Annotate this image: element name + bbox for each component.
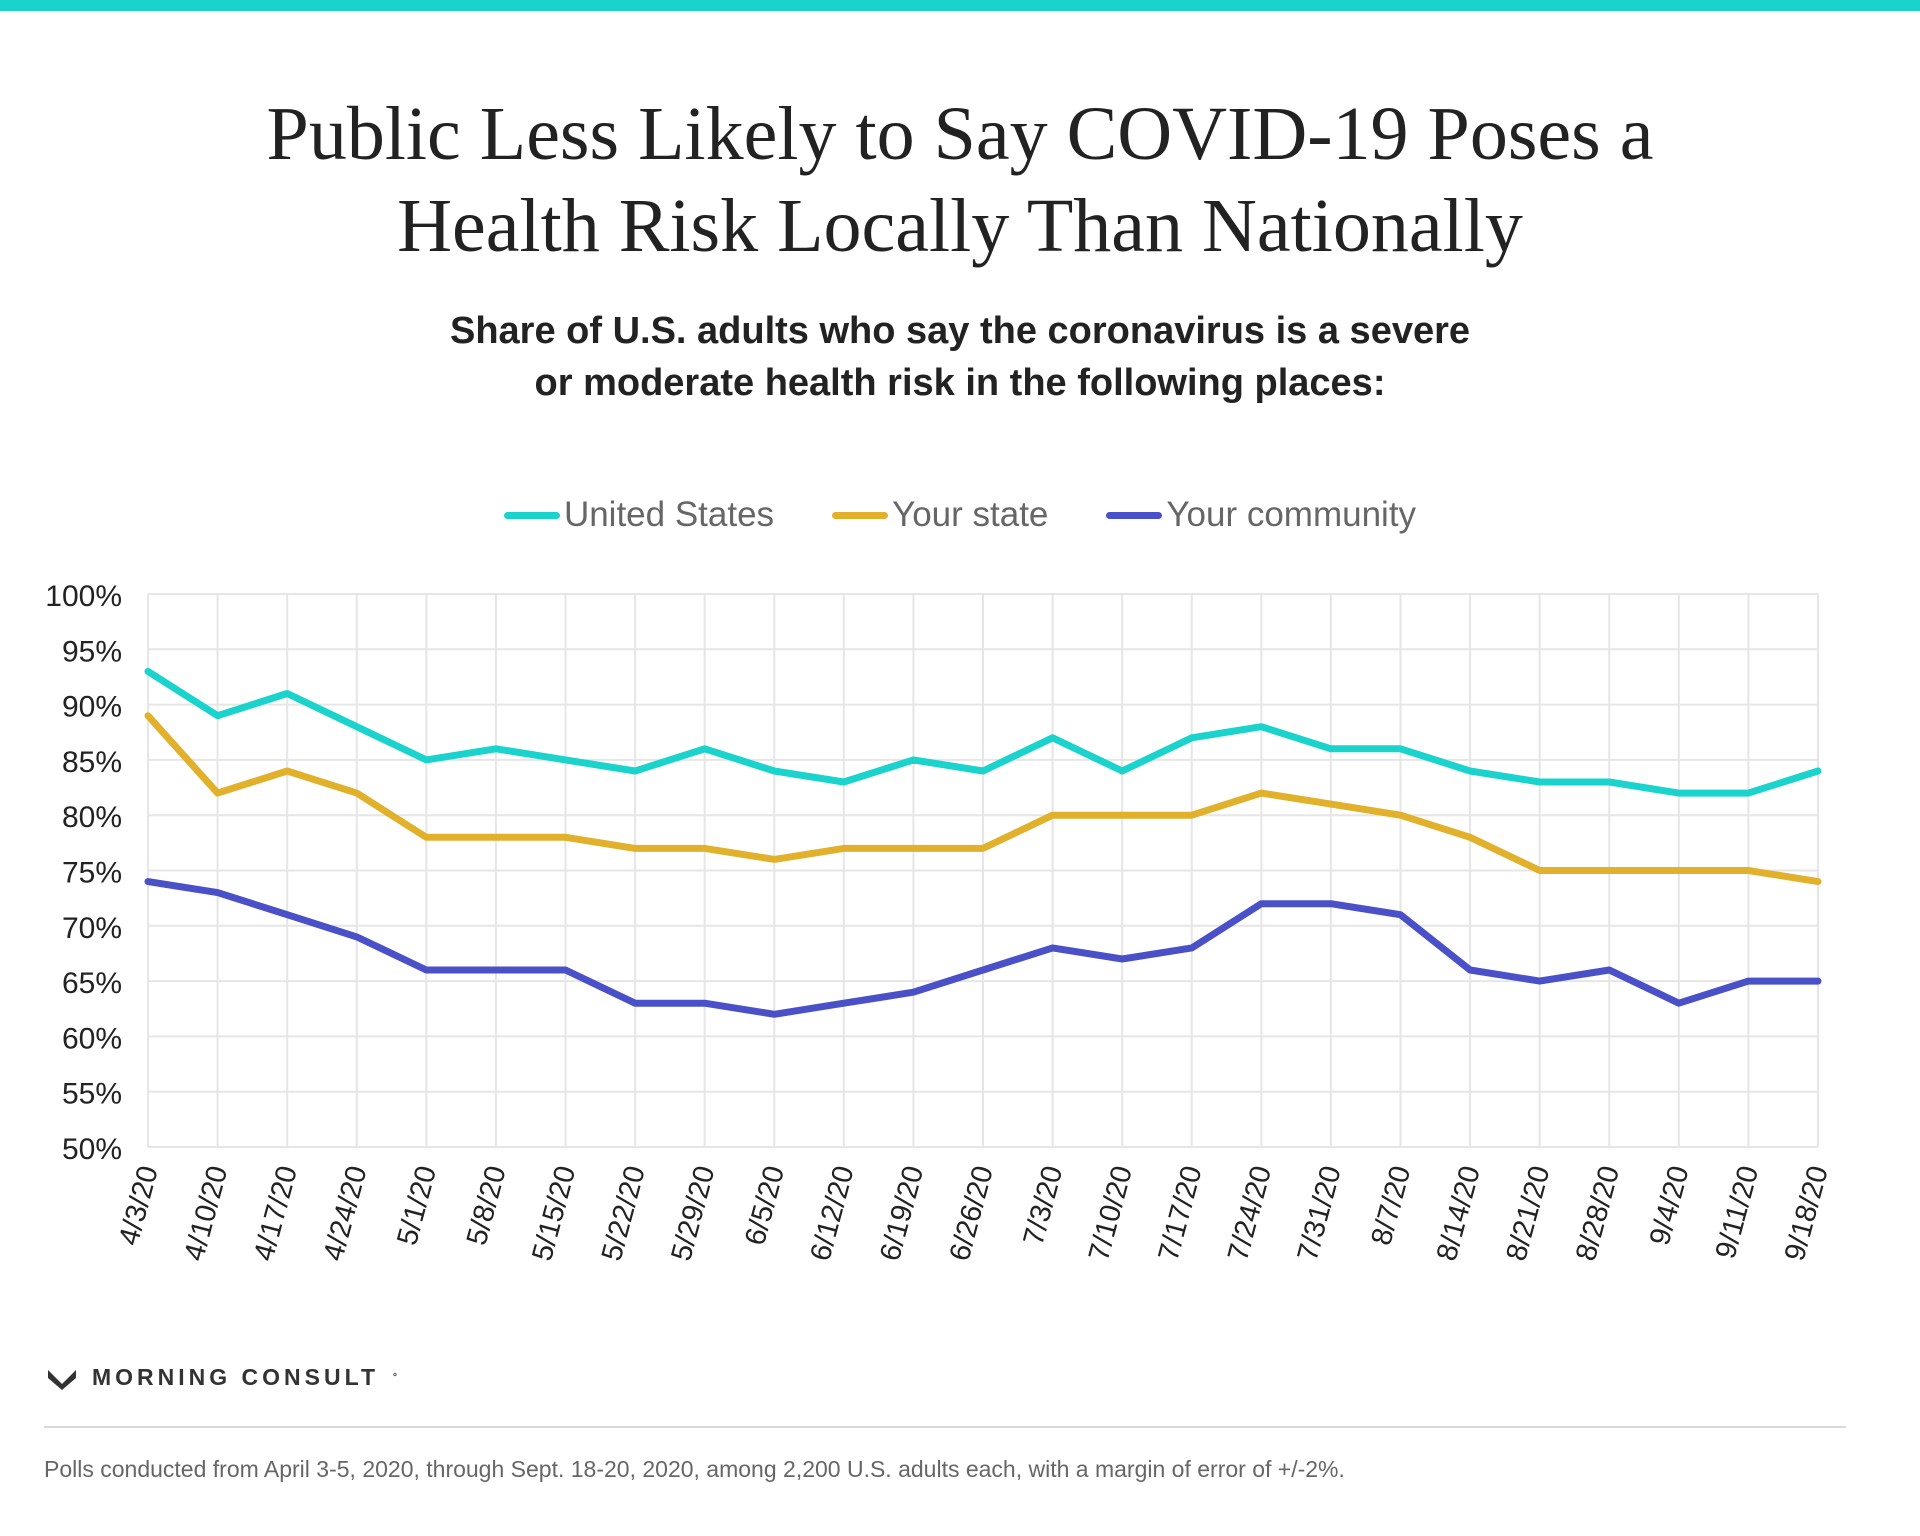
brand-logo: MORNING CONSULT °	[46, 1364, 397, 1391]
chart-title: Public Less Likely to Say COVID-19 Poses…	[160, 88, 1760, 272]
legend-label: United States	[563, 495, 775, 534]
x-tick-label: 4/24/20	[318, 1163, 374, 1265]
subtitle-line-2: or moderate health risk in the following…	[534, 362, 1386, 404]
x-tick-label: 5/22/20	[596, 1163, 652, 1265]
x-tick-label: 4/10/20	[178, 1163, 234, 1265]
y-tick-label: 80%	[62, 801, 122, 834]
chart-subtitle: Share of U.S. adults who say the coronav…	[260, 305, 1660, 409]
footer-divider	[44, 1426, 1846, 1428]
y-tick-label: 75%	[62, 857, 122, 890]
brand-name: MORNING CONSULT	[92, 1364, 380, 1390]
legend-swatch	[1106, 511, 1163, 519]
legend-swatch	[832, 511, 889, 519]
x-tick-label: 7/10/20	[1083, 1163, 1139, 1265]
title-line-1: Public Less Likely to Say COVID-19 Poses…	[266, 92, 1654, 176]
y-tick-label: 85%	[62, 746, 122, 779]
x-tick-label: 8/14/20	[1431, 1163, 1487, 1265]
m-chevron-icon	[48, 1369, 76, 1390]
title-line-2: Health Risk Locally Than Nationally	[397, 184, 1523, 268]
legend-item: United States	[503, 495, 775, 535]
legend-swatch	[503, 511, 560, 519]
x-tick-label: 7/3/20	[1018, 1163, 1070, 1249]
legend-label: Your state	[892, 495, 1049, 534]
y-tick-label: 55%	[62, 1078, 122, 1111]
legend-item: Your community	[1106, 495, 1416, 535]
y-tick-label: 60%	[62, 1022, 122, 1055]
x-tick-label: 8/21/20	[1500, 1163, 1556, 1265]
legend-label: Your community	[1166, 495, 1417, 534]
y-tick-label: 65%	[62, 967, 122, 1000]
y-tick-label: 70%	[62, 912, 122, 945]
footnote: Polls conducted from April 3-5, 2020, th…	[44, 1456, 1345, 1482]
series-line	[144, 878, 1822, 1018]
x-tick-label: 9/18/20	[1779, 1163, 1835, 1265]
x-tick-label: 9/11/20	[1710, 1163, 1765, 1263]
x-tick-label: 6/5/20	[739, 1163, 791, 1249]
x-tick-label: 5/8/20	[461, 1163, 513, 1249]
x-tick-label: 7/17/20	[1153, 1163, 1209, 1265]
x-tick-label: 8/7/20	[1365, 1163, 1417, 1249]
y-tick-label: 95%	[62, 635, 122, 668]
top-accent-bar	[0, 0, 1920, 11]
x-tick-label: 8/28/20	[1570, 1163, 1626, 1265]
chart-legend: United States Your state Your community	[0, 490, 1920, 540]
x-tick-label: 7/24/20	[1222, 1163, 1278, 1265]
y-tick-label: 50%	[62, 1133, 122, 1166]
x-tick-label: 9/4/20	[1644, 1163, 1696, 1249]
series-line	[144, 667, 1822, 797]
x-tick-label: 5/15/20	[526, 1163, 582, 1265]
x-tick-label: 5/29/20	[665, 1163, 721, 1265]
x-tick-label: 4/17/20	[248, 1163, 304, 1265]
x-tick-label: 6/19/20	[874, 1163, 930, 1265]
x-tick-label: 6/12/20	[805, 1163, 861, 1265]
subtitle-line-1: Share of U.S. adults who say the coronav…	[449, 310, 1471, 352]
legend-item: Your state	[832, 495, 1048, 535]
x-tick-label: 7/31/20	[1292, 1163, 1348, 1265]
line-chart: 100% 95% 90% 85% 80% 75% 70% 65% 60% 55% 50%4/3/20…	[45, 580, 1835, 1265]
x-tick-label: 4/3/20	[113, 1163, 165, 1249]
series-line	[144, 712, 1822, 886]
x-tick-label: 5/1/20	[391, 1163, 443, 1249]
y-tick-label: 100%	[45, 580, 122, 613]
y-tick-label: 90%	[62, 691, 122, 724]
x-tick-label: 6/26/20	[944, 1163, 1000, 1265]
